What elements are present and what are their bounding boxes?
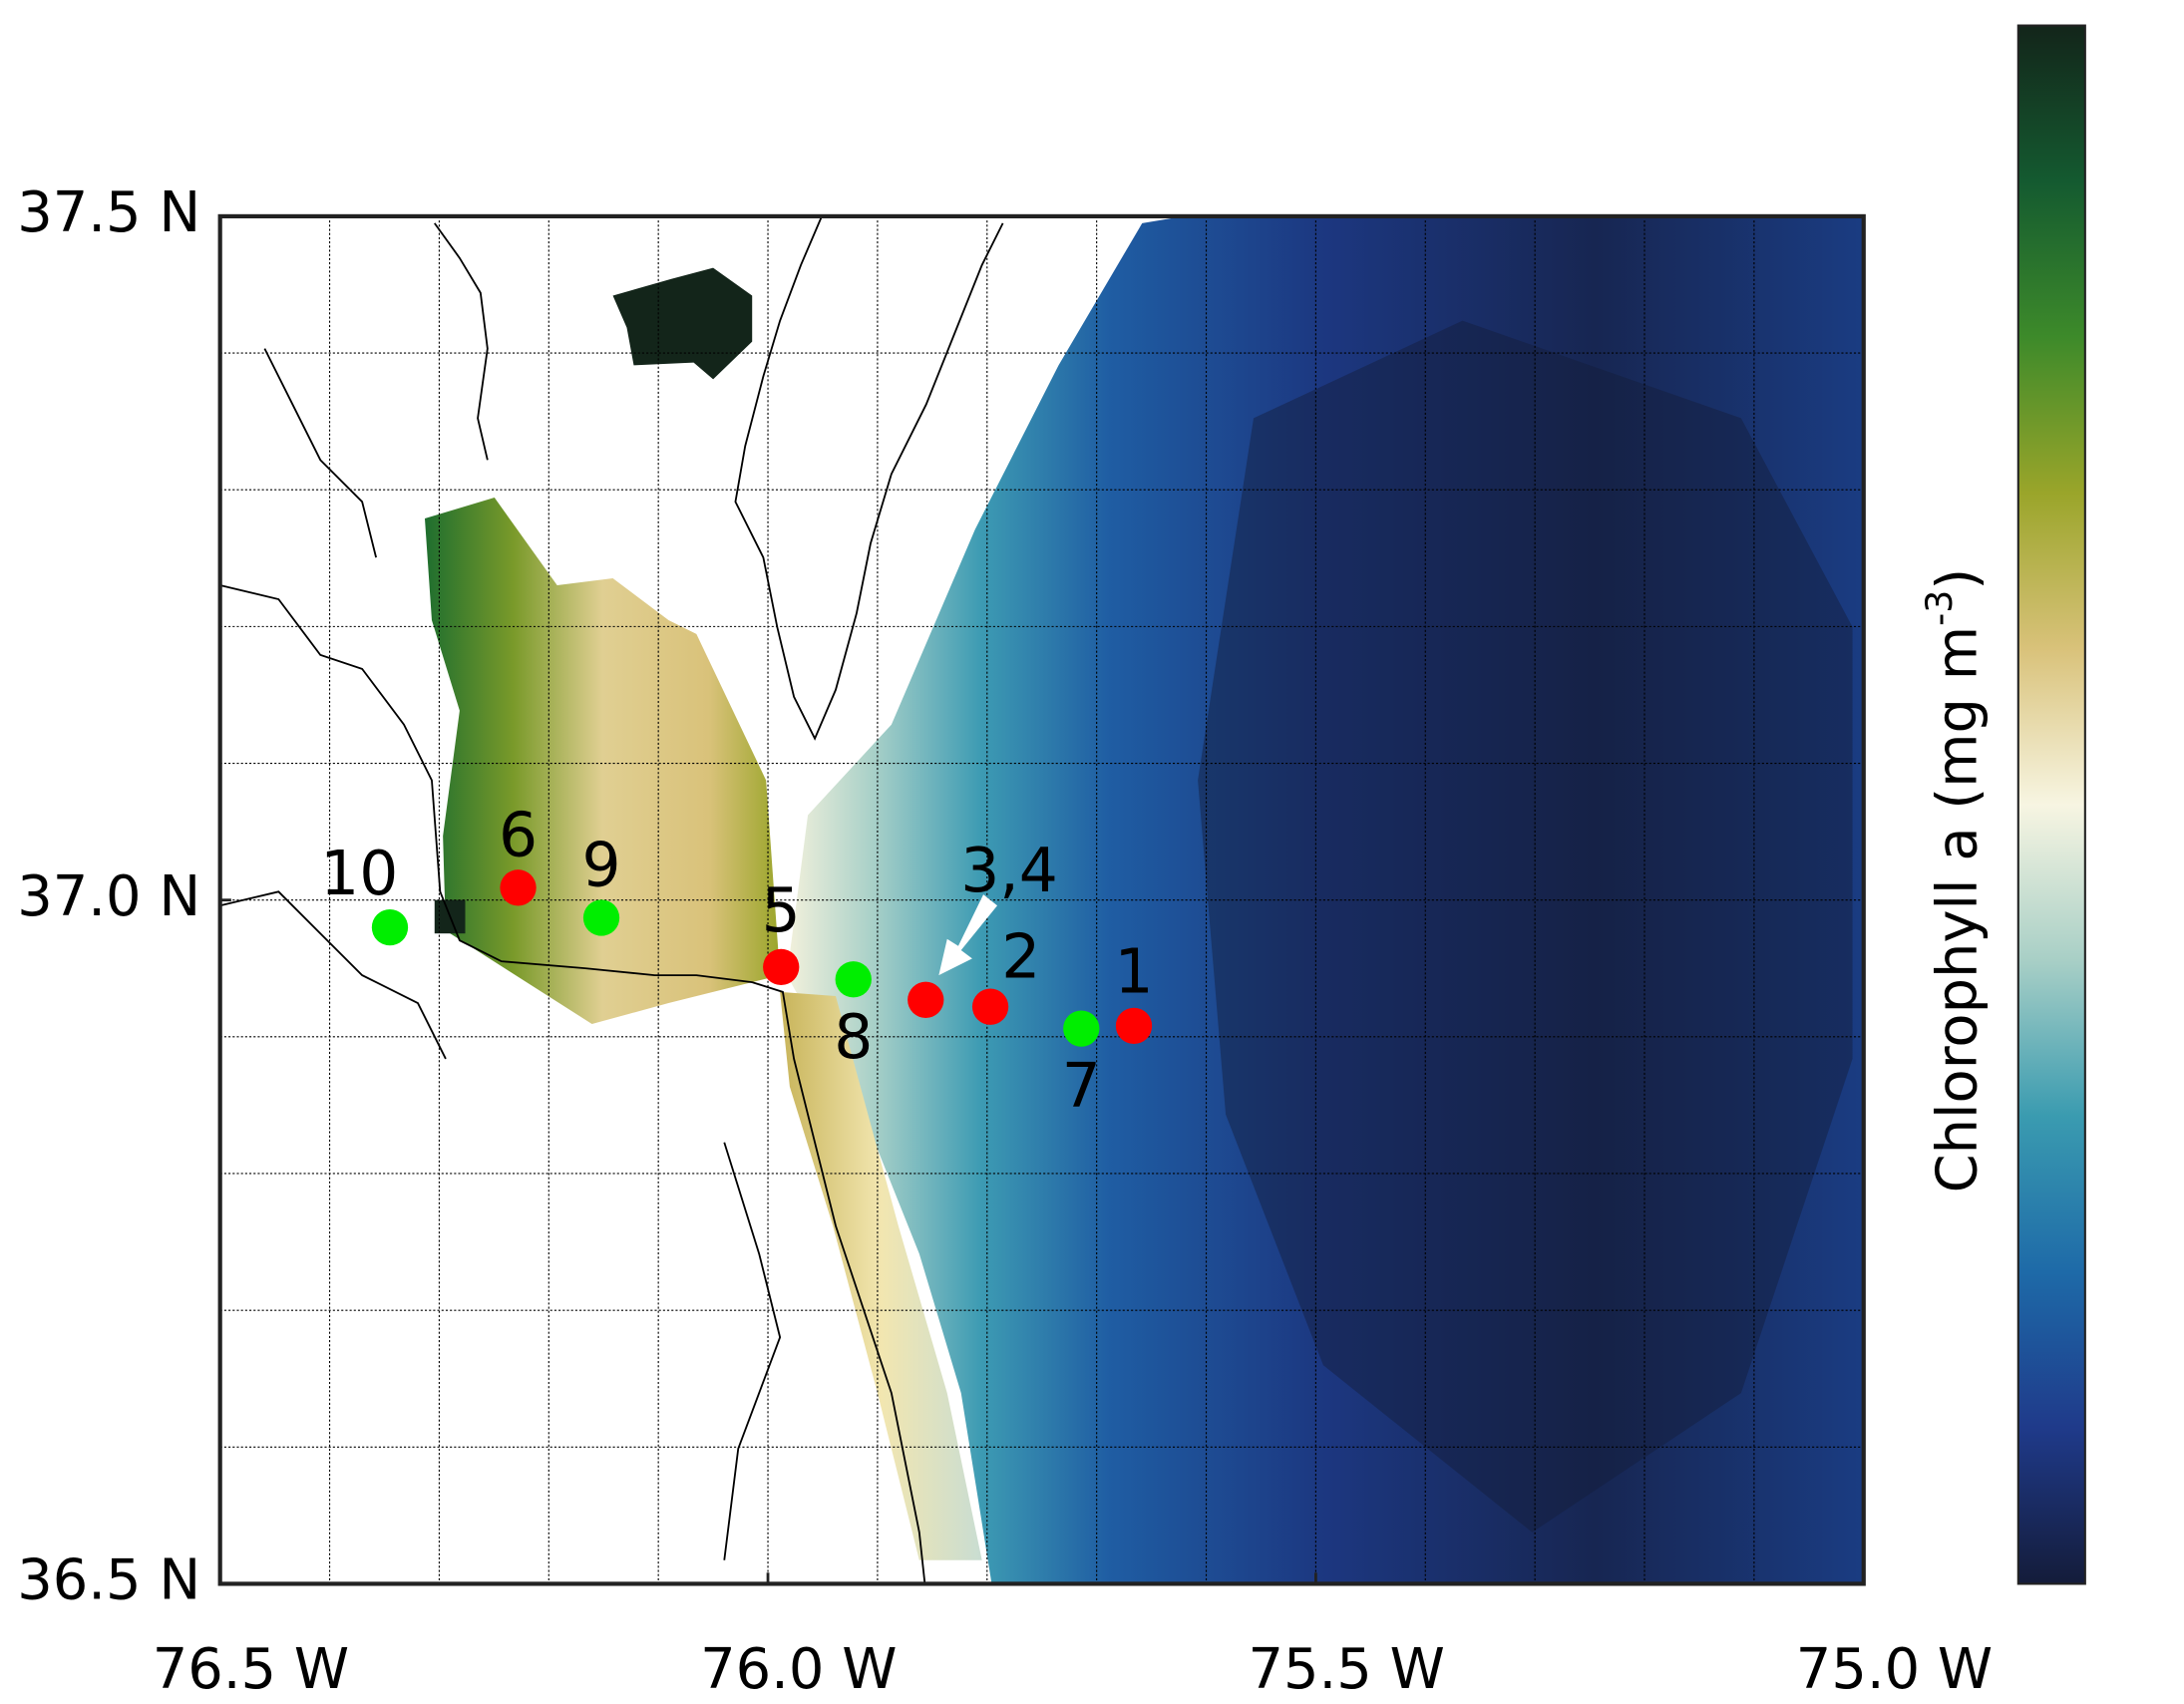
- stations: 1 2 3,4 5 6 7 8 9 10: [320, 801, 1153, 1123]
- colorbar-label: Chlorophyll a (mg m-3): [1918, 568, 1991, 1193]
- station-label: 6: [499, 801, 538, 871]
- x-tick-label: 75.5 W: [1248, 1637, 1444, 1702]
- colorbar: [2016, 24, 2086, 1585]
- station-point: [1063, 1010, 1100, 1047]
- coastline: [219, 584, 926, 1584]
- x-tick-label: 75.0 W: [1796, 1637, 1993, 1702]
- station-point: [500, 869, 537, 906]
- y-tick-label: 36.5 N: [17, 1548, 200, 1613]
- x-tick-label: 76.5 W: [153, 1637, 349, 1702]
- dark-patch: [612, 267, 753, 380]
- colorbar-label-sup: -3: [1918, 590, 1961, 626]
- estuary-field: [424, 498, 781, 1024]
- station-point: [908, 981, 944, 1018]
- station-label: 1: [1114, 937, 1153, 1008]
- coastline: [723, 1142, 782, 1560]
- station-arrow: [938, 894, 998, 976]
- coastline: [734, 215, 1004, 741]
- coastline: [263, 348, 377, 558]
- station-label: 7: [1062, 1051, 1101, 1122]
- ocean-core: [1198, 320, 1853, 1533]
- coastal-strip: [780, 991, 982, 1560]
- station-label: 2: [1001, 922, 1040, 993]
- coastline: [219, 215, 1004, 1584]
- colorbar-label-text: Chlorophyll a (mg m: [1926, 626, 1991, 1193]
- y-tick-label: 37.0 N: [17, 864, 200, 929]
- coastline: [219, 890, 447, 1060]
- x-tick-label: 76.0 W: [700, 1637, 897, 1702]
- station-point: [371, 908, 409, 946]
- station-point: [1115, 1007, 1153, 1045]
- y-tick-label: 37.5 N: [17, 180, 200, 245]
- station-label: 8: [834, 1002, 873, 1073]
- station-label: 9: [581, 831, 620, 901]
- station-label: 5: [762, 875, 801, 946]
- station-point: [835, 961, 872, 998]
- station-label: 10: [320, 839, 398, 909]
- station-point: [763, 948, 800, 986]
- station-point: [971, 988, 1009, 1025]
- coastline: [434, 222, 489, 461]
- station-label: 3,4: [960, 836, 1058, 906]
- station-point: [582, 899, 620, 936]
- axes: 76.5 W 76.0 W 75.5 W 75.0 W 36.5 N 37.0 N 37.5…: [17, 180, 1993, 1702]
- colorbar-label-end: ): [1926, 568, 1991, 590]
